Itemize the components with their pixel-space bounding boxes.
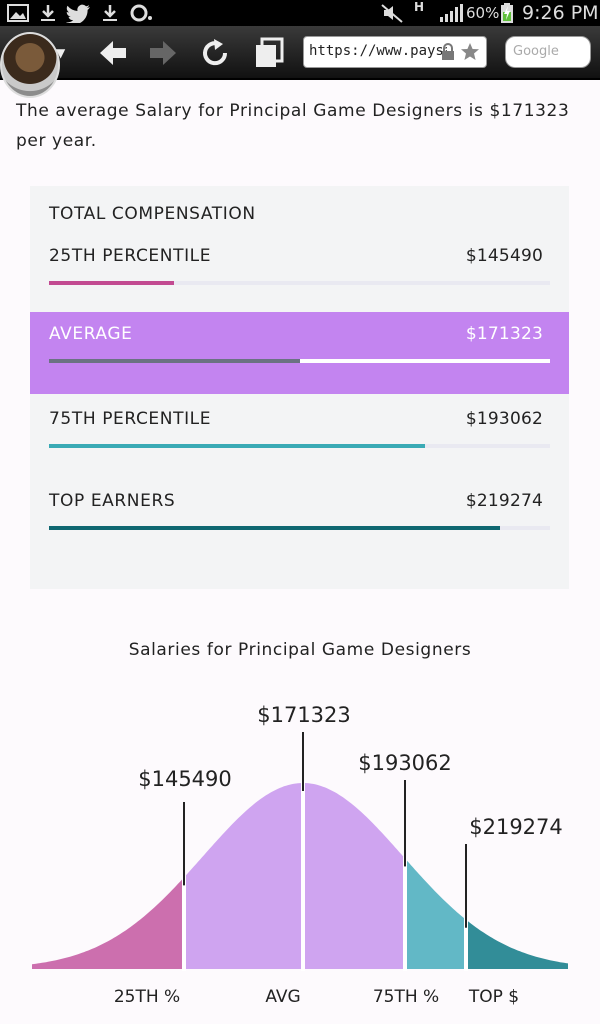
axis-label-25th: 25TH % [114,987,180,1007]
marker-label-top: $219274 [469,815,563,839]
progress-track [49,526,550,530]
marker-label-75th: $193062 [358,751,452,775]
progress-fill [49,444,425,448]
gallery-icon [7,4,29,22]
download-icon [41,5,55,21]
battery-percent: 60% [466,4,500,22]
progress-fill [49,281,175,285]
segment-top [466,919,568,969]
back-icon[interactable] [96,36,130,70]
row-75th-percentile: 75TH PERCENTILE $193062 [30,397,569,479]
url-bar[interactable]: https://www.paysa.com [303,36,487,68]
progress-fill [49,526,500,530]
marker-label-average: $171323 [257,703,351,727]
axis-label-average: AVG [265,987,300,1007]
download-icon [103,5,117,21]
progress-track [49,444,550,448]
avatar[interactable] [0,32,60,98]
row-top-earners: TOP EARNERS $219274 [30,479,569,561]
row-value: $171323 [465,324,543,344]
status-bar: H 60% 9:26 PM [0,0,600,26]
segment-75th [405,858,466,969]
clock: 9:26 PM [522,2,599,24]
progress-track [49,359,550,363]
battery-icon [501,3,513,23]
compensation-title: TOTAL COMPENSATION [49,204,256,224]
mute-icon [381,4,403,23]
segment-average-left [184,783,303,969]
chevron-down-icon[interactable]: ▼ [56,46,66,60]
axis-label-top: TOP $ [468,987,519,1007]
row-value: $219274 [465,491,543,511]
row-value: $145490 [465,246,543,266]
twitter-icon [66,4,90,23]
row-label: 75TH PERCENTILE [49,409,212,429]
search-placeholder: Google [513,44,559,59]
row-25th-percentile: 25TH PERCENTILE $145490 [30,234,569,316]
axis-label-75th: 75TH % [373,987,439,1007]
progress-track [49,281,550,285]
segment-25th [32,877,184,969]
tabs-icon[interactable] [252,36,286,70]
lock-icon [442,43,454,60]
reload-icon[interactable] [198,36,232,70]
progress-fill [49,359,300,363]
star-icon[interactable] [460,42,480,62]
url-text: https://www.paysa.com [309,43,447,59]
signal-icon [440,4,463,22]
row-average: AVERAGE $171323 [30,312,569,394]
segment-average-right [303,783,405,969]
network-type: H [414,0,425,14]
compensation-card: TOTAL COMPENSATION 25TH PERCENTILE $1454… [30,186,569,589]
row-label: 25TH PERCENTILE [49,246,212,266]
row-value: $193062 [465,409,543,429]
row-label: AVERAGE [49,324,133,344]
intro-text: The average Salary for Principal Game De… [16,101,570,151]
search-input[interactable]: Google [505,36,591,68]
row-label: TOP EARNERS [49,491,176,511]
marker-label-25th: $145490 [138,767,232,791]
chart-title: Salaries for Principal Game Designers [128,640,472,660]
forward-icon[interactable] [146,36,180,70]
circle-notification-icon [130,4,152,22]
salary-distribution-chart: $145490 $171323 $193062 $219274 25TH % A… [32,703,568,1007]
